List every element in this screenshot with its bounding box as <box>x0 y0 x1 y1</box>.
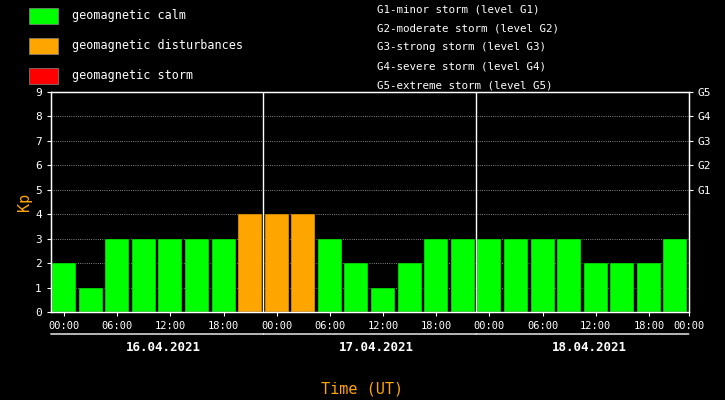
Bar <box>557 239 581 312</box>
Bar <box>477 239 501 312</box>
Bar <box>371 288 395 312</box>
Bar <box>637 263 660 312</box>
Text: Time (UT): Time (UT) <box>321 381 404 396</box>
Bar <box>291 214 315 312</box>
Text: geomagnetic disturbances: geomagnetic disturbances <box>72 39 244 52</box>
Bar <box>584 263 608 312</box>
Text: geomagnetic calm: geomagnetic calm <box>72 9 186 22</box>
Y-axis label: Kp: Kp <box>17 193 32 211</box>
Bar <box>318 239 342 312</box>
Bar <box>344 263 368 312</box>
Bar <box>185 239 209 312</box>
Bar <box>29 8 58 24</box>
Bar <box>158 239 183 312</box>
Bar <box>424 239 448 312</box>
Bar <box>105 239 129 312</box>
Bar <box>531 239 555 312</box>
Bar <box>52 263 76 312</box>
Text: 17.04.2021: 17.04.2021 <box>339 341 414 354</box>
Text: G3-strong storm (level G3): G3-strong storm (level G3) <box>377 42 546 52</box>
Text: 16.04.2021: 16.04.2021 <box>126 341 202 354</box>
Bar <box>29 68 58 84</box>
Text: G4-severe storm (level G4): G4-severe storm (level G4) <box>377 61 546 71</box>
Bar <box>132 239 156 312</box>
Text: G1-minor storm (level G1): G1-minor storm (level G1) <box>377 4 539 14</box>
Bar <box>504 239 528 312</box>
Bar <box>610 263 634 312</box>
Text: geomagnetic storm: geomagnetic storm <box>72 69 194 82</box>
Bar <box>265 214 289 312</box>
Bar <box>397 263 422 312</box>
Bar <box>451 239 475 312</box>
Text: G5-extreme storm (level G5): G5-extreme storm (level G5) <box>377 80 552 90</box>
Bar <box>78 288 103 312</box>
Text: 18.04.2021: 18.04.2021 <box>552 341 626 354</box>
Text: G2-moderate storm (level G2): G2-moderate storm (level G2) <box>377 23 559 33</box>
Bar <box>238 214 262 312</box>
Bar <box>29 38 58 54</box>
Bar <box>212 239 236 312</box>
Bar <box>663 239 687 312</box>
